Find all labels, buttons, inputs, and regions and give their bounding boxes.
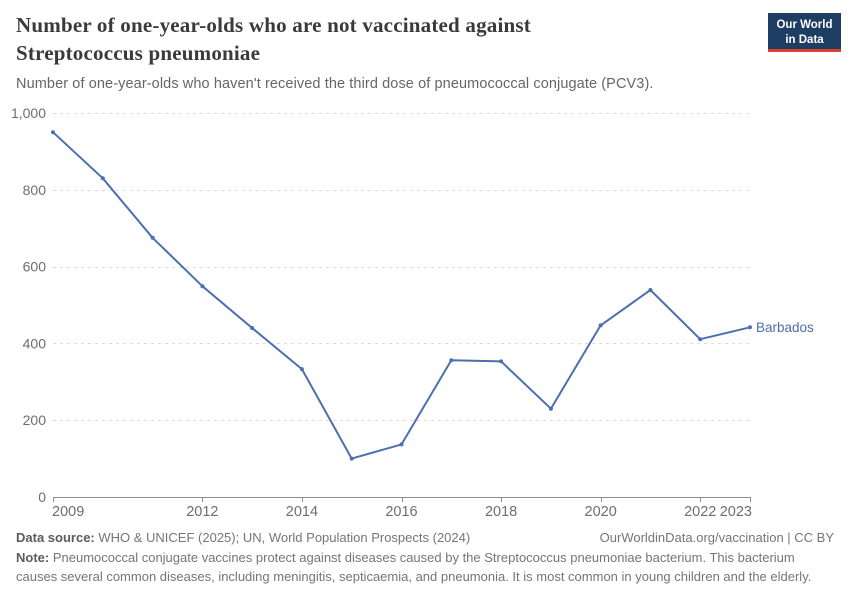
note-label: Note: xyxy=(16,550,50,566)
owid-logo-line2: in Data xyxy=(785,33,824,46)
chart-footer: Data source: WHO & UNICEF (2025); UN, Wo… xyxy=(16,529,834,586)
data-point xyxy=(150,235,155,240)
chart-header: Number of one-year-olds who are not vacc… xyxy=(16,12,836,92)
note-row: Note: Pneumococcal conjugate vaccines pr… xyxy=(16,549,834,586)
x-tick-label: 2014 xyxy=(286,504,318,520)
data-point xyxy=(598,323,603,328)
data-point xyxy=(250,326,255,330)
data-point xyxy=(349,456,354,461)
data-source: Data source: WHO & UNICEF (2025); UN, Wo… xyxy=(16,529,470,547)
y-tick-label: 600 xyxy=(23,259,47,275)
data-point xyxy=(100,176,105,181)
series-line xyxy=(52,131,751,460)
y-tick-label: 400 xyxy=(23,335,47,351)
x-tick-label: 2020 xyxy=(585,504,617,520)
x-tick-label: 2016 xyxy=(385,504,417,520)
y-tick-label: 0 xyxy=(38,489,46,505)
data-point xyxy=(51,130,55,135)
data-point xyxy=(299,367,304,372)
x-tick-label: 2022 xyxy=(684,504,716,520)
data-point xyxy=(748,325,752,330)
x-tick-label: 2009 xyxy=(52,504,84,520)
data-point xyxy=(698,337,703,342)
data-point xyxy=(200,284,205,289)
x-tick-label: 2023 xyxy=(720,504,752,520)
y-tick-label: 800 xyxy=(23,182,47,198)
data-source-text: WHO & UNICEF (2025); UN, World Populatio… xyxy=(94,530,471,545)
data-point xyxy=(548,406,553,411)
data-point xyxy=(449,358,454,363)
footer-link[interactable]: OurWorldinData.org/vaccination | CC BY xyxy=(599,530,834,545)
chart-subtitle: Number of one-year-olds who haven't rece… xyxy=(16,76,654,93)
x-tick-label: 2012 xyxy=(186,504,218,520)
y-tick-label: 1,000 xyxy=(11,105,46,121)
series-label: Barbados xyxy=(756,320,814,335)
page-title: Number of one-year-olds who are not vacc… xyxy=(16,13,531,65)
y-tick-label: 200 xyxy=(23,412,47,428)
owid-logo[interactable]: Our World in Data xyxy=(768,13,841,52)
data-point xyxy=(399,442,404,447)
data-point xyxy=(648,288,653,292)
data-point xyxy=(499,359,504,364)
note-text: Pneumococcal conjugate vaccines protect … xyxy=(16,550,812,584)
owid-logo-line1: Our World xyxy=(776,19,833,31)
data-source-label: Data source: xyxy=(16,530,95,545)
x-tick-label: 2018 xyxy=(485,504,517,520)
source-row: Data source: WHO & UNICEF (2025); UN, Wo… xyxy=(16,529,834,547)
